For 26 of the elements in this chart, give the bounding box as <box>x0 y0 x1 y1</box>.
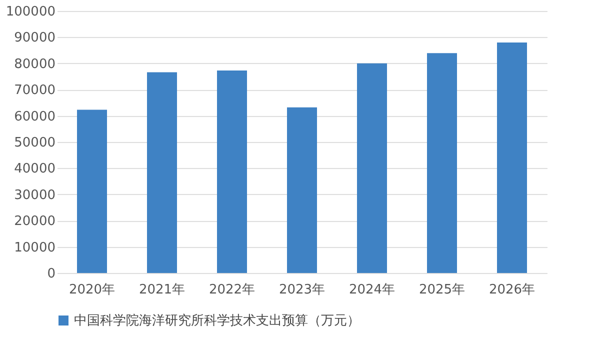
y-tick-label: 50000 <box>14 136 56 150</box>
x-tick-label: 2022年 <box>208 282 256 298</box>
x-tick-label: 2023年 <box>278 282 326 298</box>
bar <box>217 70 247 273</box>
bar <box>147 72 177 273</box>
x-tick-label: 2024年 <box>348 282 396 298</box>
y-tick-label: 80000 <box>14 56 56 72</box>
bar <box>287 107 317 273</box>
y-tick-label: 40000 <box>14 162 56 177</box>
x-tick-label: 2026年 <box>488 282 536 298</box>
bar <box>357 63 387 273</box>
legend-label: 中国科学院海洋研究所科学技术支出预算（万元） <box>74 314 360 328</box>
bar <box>497 42 527 273</box>
y-tick-label: 10000 <box>14 240 56 256</box>
y-tick-label: 60000 <box>14 109 56 124</box>
bar <box>77 110 107 273</box>
y-tick-label: 90000 <box>14 30 56 46</box>
x-tick-label: 2021年 <box>138 282 186 298</box>
x-tick-label: 2025年 <box>418 282 466 298</box>
y-tick-label: 0 <box>47 266 56 282</box>
y-tick-label: 20000 <box>14 214 56 230</box>
y-tick-label: 30000 <box>14 188 56 203</box>
y-tick-label: 100000 <box>6 4 56 20</box>
y-tick-label: 70000 <box>14 83 56 98</box>
bar <box>427 53 457 273</box>
x-tick-label: 2020年 <box>68 282 116 298</box>
